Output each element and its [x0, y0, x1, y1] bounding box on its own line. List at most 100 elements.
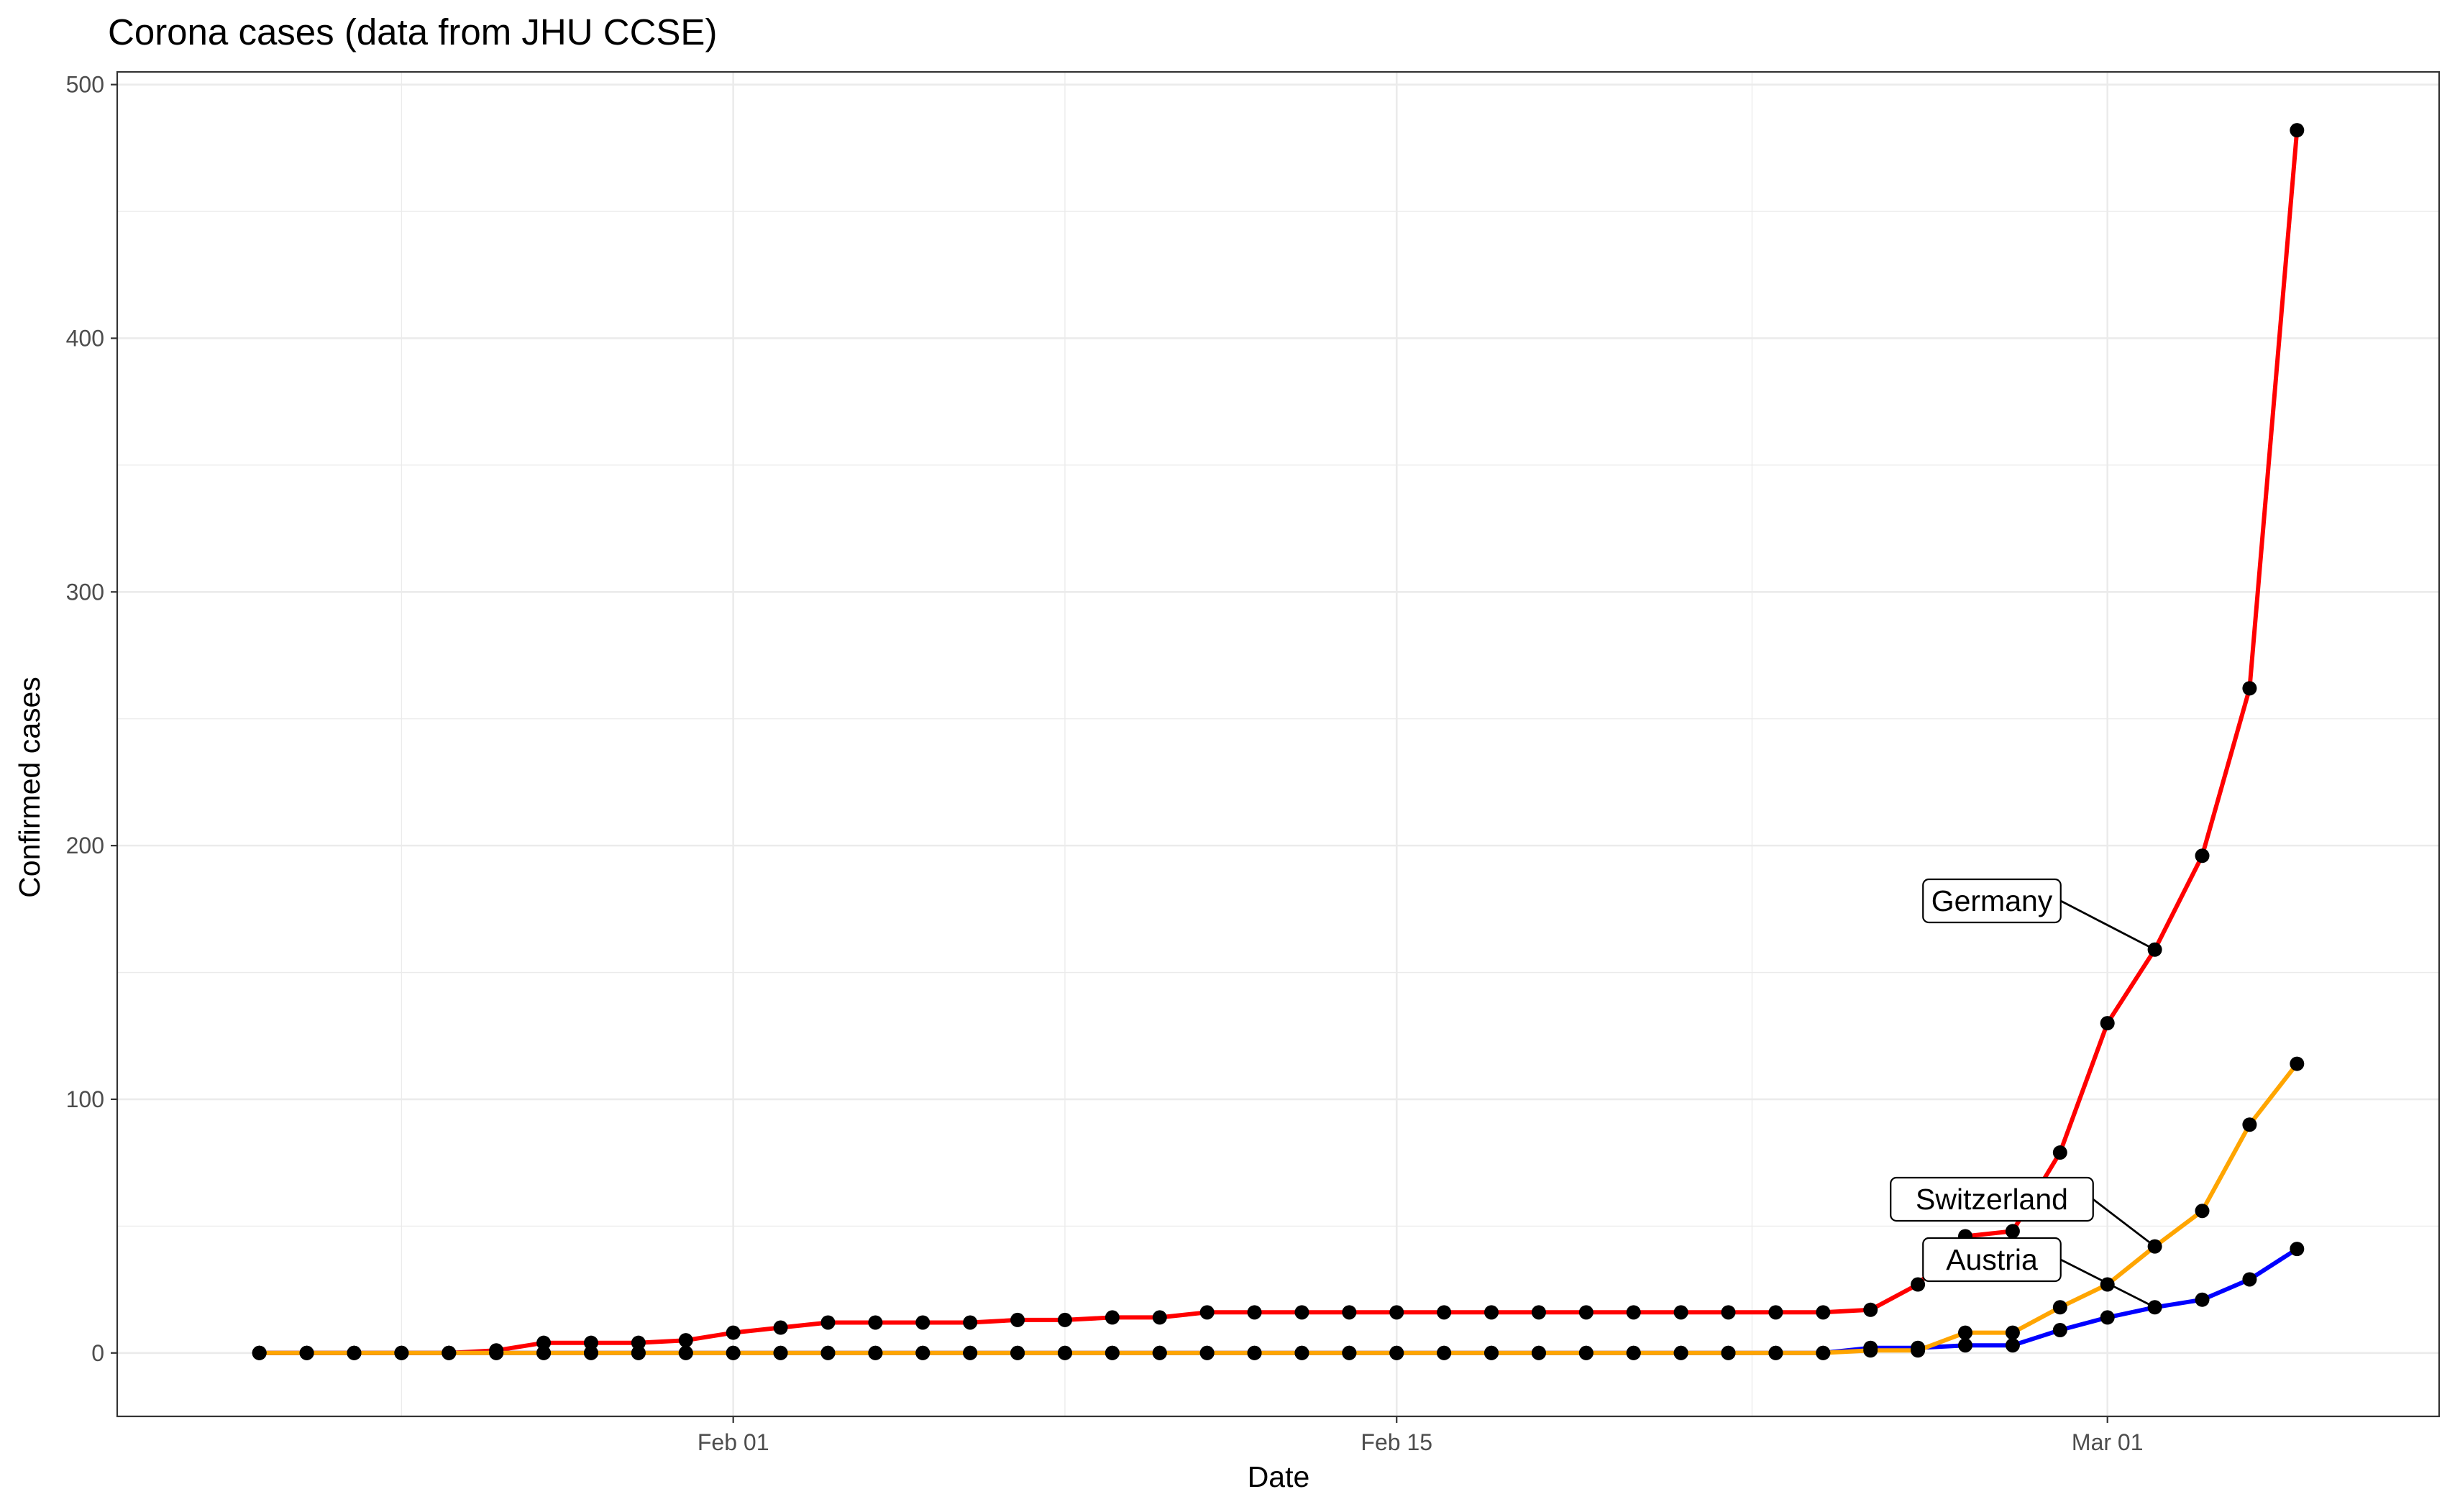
- data-point-germany: [1578, 1305, 1593, 1320]
- data-point-switzerland: [489, 1345, 504, 1360]
- annotation-label: Austria: [1946, 1243, 2038, 1276]
- data-point-germany: [915, 1315, 930, 1330]
- data-point-germany: [820, 1315, 836, 1330]
- annotation-switzerland: Switzerland: [1890, 1176, 2156, 1247]
- data-point-germany: [1816, 1305, 1831, 1320]
- x-tick-label: Feb 15: [1361, 1429, 1432, 1455]
- data-point-switzerland: [1626, 1345, 1641, 1360]
- data-point-switzerland: [394, 1345, 409, 1360]
- series-line-switzerland: [257, 1061, 2300, 1355]
- data-point-switzerland: [1010, 1345, 1025, 1360]
- data-point-germany: [2005, 1224, 2020, 1239]
- data-point-switzerland: [1816, 1345, 1831, 1360]
- data-point-germany: [1389, 1305, 1404, 1320]
- data-point-switzerland: [1105, 1345, 1120, 1360]
- plot-panel-border: [116, 70, 2441, 1418]
- y-tick-label: 400: [66, 325, 104, 351]
- data-point-switzerland: [1721, 1345, 1736, 1360]
- data-point-germany: [583, 1335, 598, 1350]
- data-point-germany: [1863, 1302, 1878, 1317]
- data-point-switzerland: [252, 1345, 267, 1360]
- data-point-germany: [1911, 1277, 1926, 1292]
- data-point-switzerland: [2100, 1277, 2115, 1292]
- data-point-switzerland: [1531, 1345, 1546, 1360]
- data-point-germany: [678, 1333, 693, 1348]
- data-point-switzerland: [1578, 1345, 1593, 1360]
- data-point-switzerland: [442, 1345, 457, 1360]
- data-point-switzerland: [2052, 1300, 2067, 1315]
- x-tick-label: Feb 01: [698, 1429, 769, 1455]
- data-point-germany: [1626, 1305, 1641, 1320]
- annotation-label: Switzerland: [1916, 1183, 2068, 1216]
- data-point-germany: [868, 1315, 883, 1330]
- data-point-germany: [2195, 848, 2210, 863]
- data-point-austria: [2290, 1242, 2305, 1257]
- data-point-germany: [1152, 1310, 1167, 1325]
- major-gridlines: [117, 72, 2439, 1416]
- data-point-switzerland: [1342, 1345, 1357, 1360]
- data-point-switzerland: [583, 1345, 598, 1360]
- data-point-switzerland: [299, 1345, 314, 1360]
- minor-gridlines: [117, 72, 2439, 1416]
- chart-title: Corona cases (data from JHU CCSE): [108, 12, 717, 52]
- data-point-switzerland: [2005, 1325, 2020, 1340]
- data-point-switzerland: [726, 1345, 741, 1360]
- x-axis-title: Date: [1248, 1460, 1310, 1493]
- data-point-austria: [2100, 1310, 2115, 1325]
- data-point-germany: [726, 1325, 741, 1340]
- y-tick-label: 100: [66, 1086, 104, 1112]
- data-point-germany: [773, 1320, 788, 1335]
- data-point-switzerland: [820, 1345, 836, 1360]
- data-point-switzerland: [1484, 1345, 1499, 1360]
- annotation-leader-line: [2060, 899, 2156, 951]
- data-point-germany: [2100, 1016, 2115, 1031]
- data-point-austria: [2052, 1323, 2067, 1338]
- data-point-switzerland: [2290, 1056, 2305, 1071]
- series-points: [252, 123, 2305, 1360]
- data-point-switzerland: [631, 1345, 646, 1360]
- data-point-germany: [2242, 681, 2257, 696]
- data-point-germany: [1199, 1305, 1215, 1320]
- data-point-switzerland: [536, 1345, 552, 1360]
- data-point-germany: [536, 1335, 552, 1350]
- y-tick-label: 0: [91, 1340, 104, 1366]
- data-point-germany: [631, 1335, 646, 1350]
- data-point-switzerland: [1247, 1345, 1262, 1360]
- data-point-germany: [1484, 1305, 1499, 1320]
- data-point-switzerland: [963, 1345, 978, 1360]
- x-axis: Feb 01 Feb 15 Mar 01: [698, 1416, 2144, 1455]
- data-point-germany: [1342, 1305, 1357, 1320]
- annotation-germany: Germany: [1922, 878, 2156, 951]
- data-point-switzerland: [1437, 1345, 1452, 1360]
- x-tick-label: Mar 01: [2072, 1429, 2144, 1455]
- data-point-switzerland: [2195, 1204, 2210, 1219]
- data-point-germany: [1437, 1305, 1452, 1320]
- data-point-switzerland: [2242, 1117, 2257, 1132]
- data-point-germany: [1105, 1310, 1120, 1325]
- data-point-austria: [1958, 1338, 1973, 1353]
- data-point-germany: [1010, 1312, 1025, 1327]
- y-tick-label: 300: [66, 579, 104, 605]
- data-point-austria: [2005, 1338, 2020, 1353]
- data-point-switzerland: [1768, 1345, 1783, 1360]
- data-point-switzerland: [773, 1345, 788, 1360]
- data-point-switzerland: [1294, 1345, 1309, 1360]
- data-point-switzerland: [1199, 1345, 1215, 1360]
- annotation-box: [1890, 1176, 2094, 1222]
- data-point-switzerland: [1911, 1343, 1926, 1358]
- annotation-label: Germany: [1931, 884, 2053, 917]
- data-point-germany: [2290, 123, 2305, 138]
- annotation-box: [1922, 1237, 2062, 1283]
- y-axis: 0 100 200 300 400 500: [66, 72, 117, 1366]
- data-point-germany: [963, 1315, 978, 1330]
- data-point-germany: [1057, 1312, 1072, 1327]
- data-point-switzerland: [915, 1345, 930, 1360]
- data-point-switzerland: [868, 1345, 883, 1360]
- data-point-switzerland: [1389, 1345, 1404, 1360]
- annotation-austria: Austria: [1922, 1237, 2156, 1309]
- data-point-germany: [1247, 1305, 1262, 1320]
- data-point-switzerland: [1958, 1325, 1973, 1340]
- annotation-leader-line: [2092, 1198, 2156, 1247]
